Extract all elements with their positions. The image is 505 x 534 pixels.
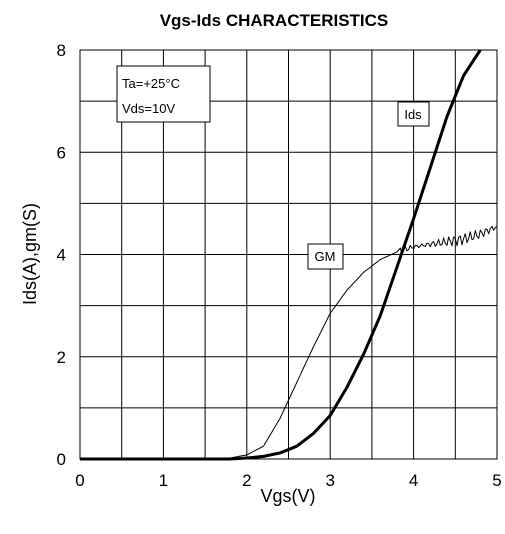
- y-tick-label: 6: [57, 143, 66, 162]
- chart-title: Vgs-Ids CHARACTERISTICS: [160, 11, 389, 30]
- conditions-box: [116, 65, 211, 123]
- condition-temperature: Ta=+25°C: [122, 76, 180, 91]
- x-axis-title: Vgs(V): [260, 486, 315, 506]
- plot-border: [79, 49, 498, 460]
- gm-label-box: [307, 243, 344, 270]
- y-tick-labels: 0 2 4 6 8: [57, 41, 66, 469]
- x-tick-label: 0: [75, 471, 84, 490]
- x-tick-label: 3: [325, 471, 334, 490]
- x-tick-label: 1: [159, 471, 168, 490]
- data-series: [80, 49, 498, 461]
- y-tick-label: 4: [57, 246, 66, 265]
- x-tick-labels: 0 1 2 3 4 5: [75, 471, 501, 490]
- x-tick-label: 2: [242, 471, 251, 490]
- series-line-gm: [80, 225, 498, 460]
- condition-vds: Vds=10V: [122, 101, 175, 116]
- gm-label-text: GM: [315, 249, 336, 264]
- gm-label: GM: [307, 243, 344, 270]
- x-tick-label: 4: [409, 471, 418, 490]
- y-tick-label: 2: [57, 348, 66, 367]
- y-tick-label: 8: [57, 41, 66, 60]
- y-axis-title: Ids(A),gm(S): [20, 203, 40, 305]
- conditions-note: Ta=+25°C Vds=10V: [116, 65, 211, 123]
- series-line-ids: [80, 49, 482, 461]
- ids-label: Ids: [397, 101, 430, 127]
- ids-label-text: Ids: [404, 107, 422, 122]
- x-tick-label: 5: [492, 471, 501, 490]
- ids-label-box: [397, 101, 430, 127]
- y-tick-label: 0: [57, 450, 66, 469]
